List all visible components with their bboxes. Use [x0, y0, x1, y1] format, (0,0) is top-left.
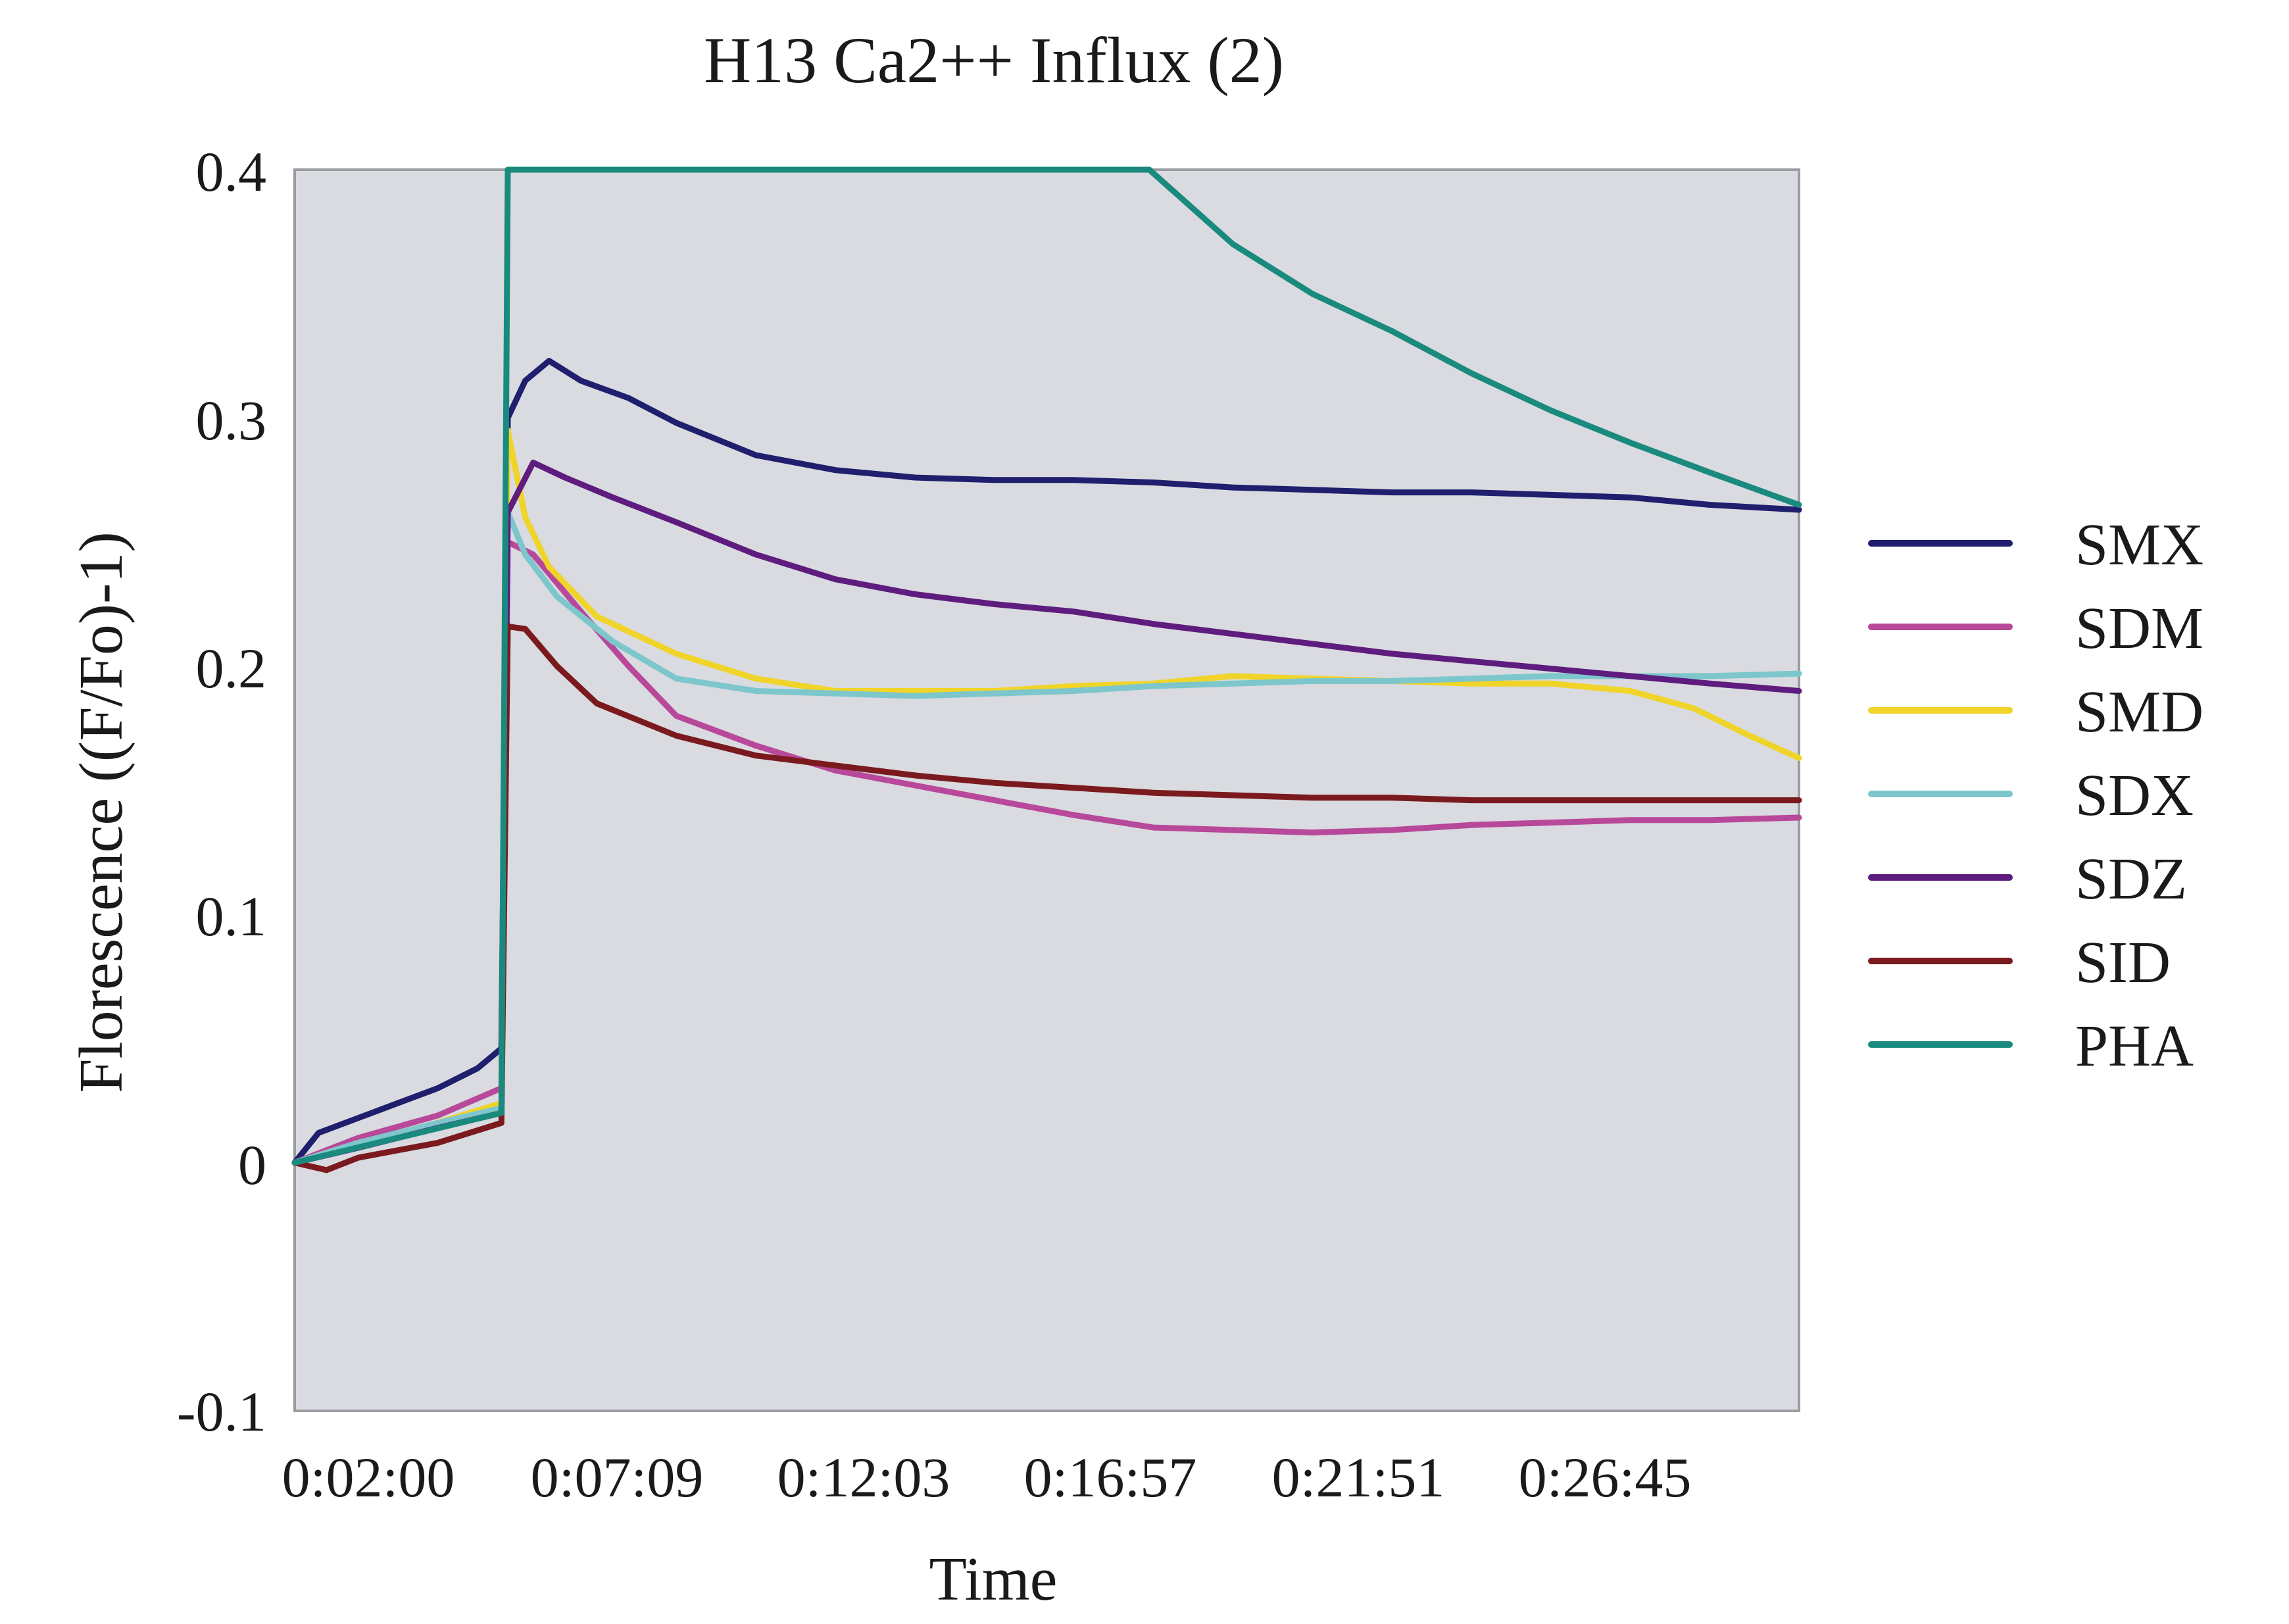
legend-label: PHA — [2075, 1014, 2194, 1079]
legend-label: SDZ — [2075, 847, 2187, 912]
y-tick-label: -0.1 — [177, 1380, 266, 1443]
legend-label: SDX — [2075, 763, 2194, 828]
x-axis-ticks: 0:02:00 0:07:09 0:12:03 0:16:57 0:21:51 … — [282, 1446, 1692, 1509]
series-lines — [291, 166, 1802, 1173]
y-tick-label: 0 — [238, 1133, 266, 1196]
series-line-pha — [291, 166, 1802, 1166]
x-tick-label: 0:02:00 — [282, 1446, 455, 1509]
legend-item-sdx: SDX — [1868, 763, 2194, 828]
x-tick-label: 0:07:09 — [531, 1446, 704, 1509]
legend-item-sdm: SDM — [1868, 596, 2203, 661]
legend-item-smx: SMX — [1868, 512, 2203, 578]
legend-item-sdz: SDZ — [1868, 847, 2187, 912]
y-tick-label: 0.1 — [196, 885, 267, 948]
x-tick-label: 0:21:51 — [1272, 1446, 1445, 1509]
legend-label: SMX — [2075, 512, 2203, 578]
legend-label: SDM — [2075, 596, 2203, 661]
legend: SMX SDM SMD SDX SDZ SID PHA — [1868, 512, 2203, 1079]
series-line-sid — [291, 623, 1802, 1173]
x-tick-label: 0:16:57 — [1024, 1446, 1197, 1509]
plot-area — [293, 168, 1800, 1412]
legend-label: SID — [2075, 930, 2171, 995]
legend-item-smd: SMD — [1868, 679, 2203, 745]
legend-item-sid: SID — [1868, 930, 2171, 995]
y-tick-label: 0.2 — [196, 637, 267, 700]
y-tick-label: 0.3 — [196, 389, 267, 452]
x-tick-label: 0:12:03 — [777, 1446, 950, 1509]
chart-title: H13 Ca2++ Influx (2) — [704, 24, 1284, 97]
legend-item-pha: PHA — [1868, 1014, 2194, 1079]
legend-label: SMD — [2075, 679, 2203, 745]
x-tick-label: 0:26:45 — [1519, 1446, 1692, 1509]
x-axis-label: Time — [929, 1545, 1057, 1613]
y-axis-ticks: 0.4 0.3 0.2 0.1 0 -0.1 — [177, 140, 266, 1443]
y-axis-label: Florescence ((F/Fo)-1) — [67, 531, 135, 1093]
series-line-smx — [291, 358, 1802, 1166]
y-tick-label: 0.4 — [196, 140, 267, 203]
